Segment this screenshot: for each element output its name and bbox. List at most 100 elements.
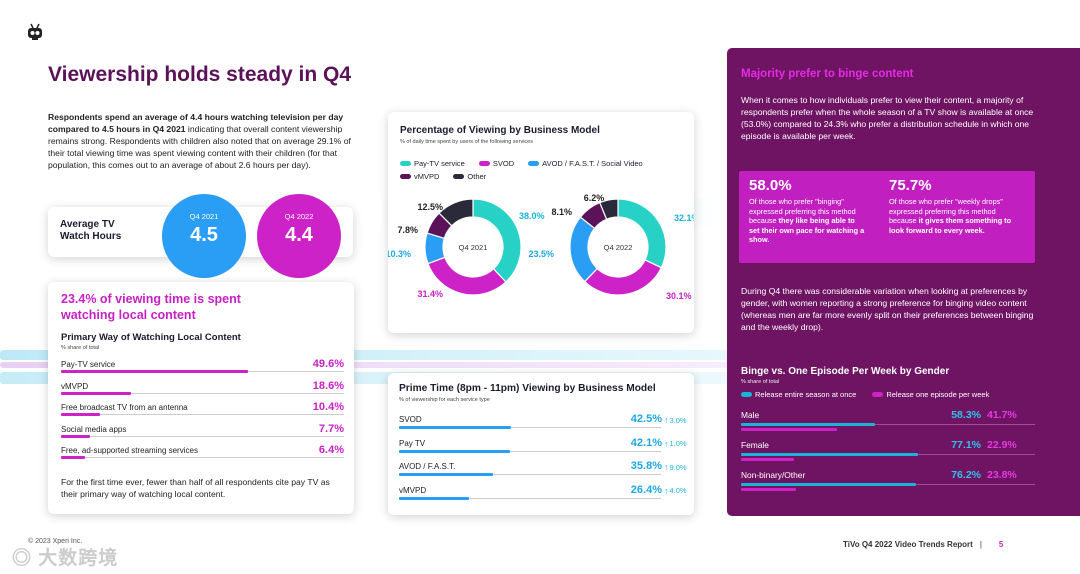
tivo-robot-icon <box>26 22 44 47</box>
legend-weekly: Release one episode per week <box>886 390 990 399</box>
prime-row-value: 35.8% <box>630 460 662 472</box>
stats-box: 58.0% Of those who prefer "binging" expr… <box>739 171 1035 263</box>
footer-divider: | <box>979 540 982 549</box>
donut-slice-label: 12.5% <box>417 202 443 212</box>
local-row-value: 49.6% <box>312 358 344 370</box>
viewing-donut-card: Percentage of Viewing by Business Model … <box>388 112 694 333</box>
legend-swatch <box>478 161 490 166</box>
prime-time-card: Prime Time (8pm - 11pm) Viewing by Busin… <box>388 373 694 515</box>
donut-legend-item: AVOD / F.A.S.T. / Social Video <box>528 159 643 168</box>
binge-value-a: 76.2% <box>951 469 981 481</box>
donut-slice-label: 31.4% <box>417 289 443 299</box>
up-arrow-icon: ↑ <box>664 438 669 449</box>
prime-row-track <box>399 497 661 499</box>
prime-row-change: ↑ 4.0% <box>664 486 687 496</box>
donut-slice-label: 8.1% <box>551 207 572 217</box>
prime-row-label: vMVPD <box>399 485 427 495</box>
legend-swatch <box>528 161 540 166</box>
prime-row-value: 42.1% <box>630 436 662 449</box>
q4-2022-circle: Q4 2022 4.4 <box>257 194 341 278</box>
stat1-value: 58.0% <box>749 177 792 194</box>
legend-label: vMVPD <box>414 172 440 181</box>
prime-row-bar <box>399 449 510 453</box>
local-subtitle: % share of total <box>61 345 100 351</box>
binge-row-track <box>741 424 1035 425</box>
legend-swatch-binge <box>741 392 752 397</box>
prime-row-value: 26.4% <box>630 483 662 496</box>
local-row-track <box>61 435 344 437</box>
donut-legend-item: SVOD <box>478 159 515 168</box>
local-title: Primary Way of Watching Local Content <box>61 332 241 343</box>
binge-value-b: 41.7% <box>987 409 1017 421</box>
donut-slice-label: 32.1% <box>674 213 694 223</box>
donut-slice <box>438 198 474 227</box>
prime-row-change: ↑ 9.0% <box>664 462 687 472</box>
avg-tv-label: Average TV Watch Hours <box>60 219 122 242</box>
donut-slice-label: 30.1% <box>666 291 692 301</box>
up-arrow-icon: ↑ <box>664 415 669 425</box>
prime-row-bar <box>399 496 469 500</box>
donut-slice-label: 6.2% <box>584 193 605 203</box>
binge-bar-a <box>741 453 919 456</box>
binge-value-b: 23.8% <box>987 469 1017 481</box>
donut-slice-label: 7.8% <box>397 225 418 235</box>
local-row-value: 18.6% <box>312 379 344 392</box>
prime-row-bar <box>399 473 494 476</box>
donut-center-label: Q4 2021 <box>459 243 488 252</box>
prime-change-value: 9.0% <box>669 462 687 472</box>
intro-paragraph: Respondents spend an average of 4.4 hour… <box>48 111 368 171</box>
donut-slice-label: 23.5% <box>528 249 554 259</box>
legend-label: Other <box>467 172 487 181</box>
binge-value-a: 77.1% <box>951 439 981 451</box>
local-row-label: Social media apps <box>61 424 127 434</box>
donut-slice <box>617 198 667 269</box>
donut-center-label: Q4 2022 <box>604 243 633 252</box>
local-row-value: 10.4% <box>312 401 344 413</box>
local-row-track <box>61 392 344 394</box>
local-row-label: Pay-TV service <box>61 360 116 369</box>
stat2-value: 75.7% <box>889 177 932 194</box>
q4-2021-value: 4.5 <box>190 224 218 246</box>
intro-rest: indicating that overall content viewersh… <box>48 124 351 170</box>
prime-row-track <box>399 450 661 452</box>
q4-2022-label: Q4 2022 <box>284 212 314 221</box>
donut-slice <box>598 198 619 221</box>
prime-row-label: AVOD / F.A.S.T. <box>399 462 456 471</box>
local-row-value: 7.7% <box>318 422 344 435</box>
q4-2021-label: Q4 2021 <box>189 212 219 221</box>
stat1-text: Of those who prefer "binging" expressed … <box>749 197 867 245</box>
q4-2022-value: 4.4 <box>285 224 313 246</box>
local-row-bar <box>61 391 132 395</box>
local-row-label: Free broadcast TV from an antenna <box>61 403 188 412</box>
binge-bar-b <box>741 428 837 431</box>
donut-legend-item: vMVPD <box>400 172 439 181</box>
local-headline: 23.4% of viewing time is spent watching … <box>61 292 241 322</box>
binge-bar-b <box>741 458 794 461</box>
legend-swatch-weekly <box>872 392 884 397</box>
legend-label: SVOD <box>492 159 515 168</box>
page-number: 5 <box>998 540 1004 549</box>
prime-change-value: 3.0% <box>669 415 687 425</box>
q4-2021-circle: Q4 2021 4.5 <box>162 194 246 278</box>
local-row-bar <box>61 456 86 459</box>
binge-row-label: Female <box>741 440 769 450</box>
donut-slice <box>472 198 522 283</box>
prime-change-value: 4.0% <box>669 486 687 495</box>
binge-bar-a <box>741 423 876 426</box>
panel-para1: When it comes to how individuals prefer … <box>741 95 1034 141</box>
donut-legend-item: Pay-TV service <box>400 159 465 168</box>
report-title: TiVo Q4 2022 Video Trends Report <box>843 540 973 549</box>
prime-row-label: Pay TV <box>399 438 426 448</box>
footer-report: TiVo Q4 2022 Video Trends Report | 5 <box>843 540 1003 549</box>
donut-subtitle: % of daily time spent by users of the fo… <box>400 139 533 145</box>
binge-value-b: 22.9% <box>987 439 1017 451</box>
legend-label: Pay-TV service <box>414 159 465 168</box>
page-title: Viewership holds steady in Q4 <box>48 63 352 86</box>
panel-headline: Majority prefer to binge content <box>741 68 914 80</box>
local-footer: For the first time ever, fewer than half… <box>61 477 330 499</box>
donut-legend-item: Other <box>453 172 486 181</box>
donut-slice-label: 10.3% <box>388 249 411 259</box>
legend-swatch <box>400 174 411 179</box>
prime-row-bar <box>399 426 511 429</box>
prime-change-value: 1.0% <box>669 439 687 448</box>
